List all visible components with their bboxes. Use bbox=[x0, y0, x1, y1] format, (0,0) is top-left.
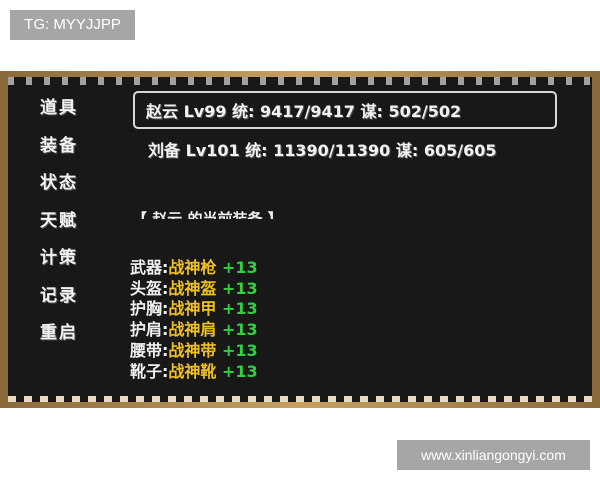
item-name: 战神盔 bbox=[168, 278, 217, 298]
equipment-row: 护肩:战神肩 +13 bbox=[130, 320, 258, 341]
item-name: 战神甲 bbox=[168, 299, 217, 319]
menu-item-talent[interactable]: 天赋 bbox=[40, 210, 78, 231]
slot-label: 护胸: bbox=[130, 299, 169, 319]
menu-item-items[interactable]: 道具 bbox=[40, 98, 78, 118]
watermark-top: TG: MYYJJPP bbox=[10, 10, 135, 40]
side-menu: 道具 装备 状态 天赋 计策 记录 重启 bbox=[40, 97, 78, 360]
equipment-row: 护胸:战神甲 +13 bbox=[130, 299, 258, 320]
menu-item-status[interactable]: 状态 bbox=[40, 173, 78, 193]
slot-label: 头盔: bbox=[130, 278, 169, 298]
item-plus: +13 bbox=[222, 299, 258, 319]
menu-item-strategy[interactable]: 计策 bbox=[40, 248, 78, 268]
equipment-row: 头盔:战神盔 +13 bbox=[130, 279, 258, 300]
slot-label: 护肩: bbox=[130, 320, 169, 340]
equipment-header: 【 赵云 的当前装备 】 bbox=[132, 210, 283, 219]
item-plus: +13 bbox=[222, 361, 258, 381]
equipment-row: 靴子:战神靴 +13 bbox=[130, 362, 258, 383]
slot-label: 武器: bbox=[130, 258, 169, 277]
equipment-row: 武器:战神枪 +13 bbox=[130, 258, 258, 279]
border-decoration bbox=[8, 77, 592, 85]
equipment-row: 腰带:战神带 +13 bbox=[130, 341, 258, 362]
panel: 道具 装备 状态 天赋 计策 记录 重启 赵云 Lv99 统: 9417/941… bbox=[8, 77, 592, 402]
slot-label: 腰带: bbox=[130, 340, 169, 360]
menu-item-equipment[interactable]: 装备 bbox=[40, 135, 78, 156]
general-row-liubei[interactable]: 刘备 Lv101 统: 11390/11390 谋: 605/605 bbox=[148, 141, 497, 160]
game-window: 道具 装备 状态 天赋 计策 记录 重启 赵云 Lv99 统: 9417/941… bbox=[0, 71, 600, 408]
general-row-zhaoyun[interactable]: 赵云 Lv99 统: 9417/9417 谋: 502/502 bbox=[146, 102, 462, 121]
equipment-list: 武器:战神枪 +13 头盔:战神盔 +13 护胸:战神甲 +13 护肩:战神肩 … bbox=[130, 258, 258, 382]
selection-cursor bbox=[133, 91, 557, 129]
item-plus: +13 bbox=[222, 278, 258, 298]
item-plus: +13 bbox=[222, 320, 258, 340]
item-name: 战神靴 bbox=[168, 361, 217, 381]
item-name: 战神肩 bbox=[168, 320, 217, 340]
border-decoration bbox=[8, 396, 592, 402]
slot-label: 靴子: bbox=[130, 361, 169, 381]
watermark-bottom: www.xinliangongyi.com bbox=[397, 440, 590, 470]
item-plus: +13 bbox=[222, 258, 258, 277]
menu-item-record[interactable]: 记录 bbox=[40, 285, 78, 306]
menu-item-restart[interactable]: 重启 bbox=[40, 323, 78, 343]
item-name: 战神枪 bbox=[168, 258, 217, 277]
item-plus: +13 bbox=[222, 340, 258, 360]
item-name: 战神带 bbox=[168, 340, 217, 360]
